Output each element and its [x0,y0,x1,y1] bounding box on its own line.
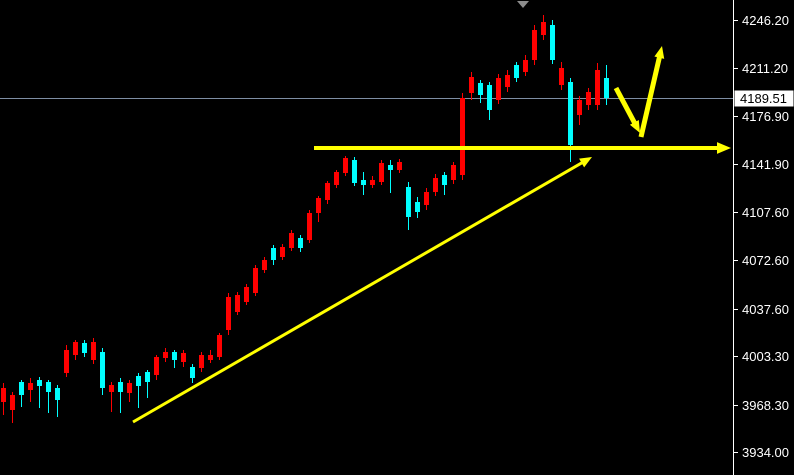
candle [406,182,411,230]
candle [226,293,231,335]
candle [352,157,357,186]
current-price-value: 4189.51 [740,91,787,106]
projection-arrow-up[interactable] [638,46,665,138]
candle [244,284,249,305]
price-axis-label: 4003.30 [742,349,789,364]
candle [433,174,438,196]
candle [145,370,150,398]
candle [1,383,6,415]
candle [208,350,213,363]
candle [478,80,483,103]
candle [469,72,474,100]
candle [280,244,285,260]
horizontal-resistance-arrow[interactable] [314,142,731,154]
candle [496,74,501,104]
price-axis-label: 4072.60 [742,253,789,268]
candle [73,340,78,360]
candle [487,82,492,120]
candle [298,235,303,252]
candle [343,156,348,176]
candle [154,355,159,380]
candle [559,62,564,90]
price-axis-label: 4211.20 [742,61,788,76]
price-axis-label: 4037.60 [742,302,789,317]
current-price-box: 4189.51 [734,90,794,107]
candle [289,230,294,251]
candle [379,160,384,185]
candle [361,172,366,195]
candle [127,380,132,402]
candle [505,70,510,92]
candle [118,378,123,413]
candle [451,162,456,184]
candle [10,392,15,423]
candle [37,377,42,408]
candle [163,348,168,362]
candle [64,345,69,377]
candle [199,352,204,372]
candle [19,380,24,407]
candle [550,20,555,64]
candle [316,196,321,222]
candle [397,159,402,173]
candle [595,63,600,110]
candle [55,385,60,417]
candle [532,25,537,65]
candle [523,55,528,76]
rising-trendline-arrow[interactable] [132,157,592,424]
candle [415,197,420,218]
candle [271,245,276,265]
candle [334,170,339,188]
price-axis-label: 3934.00 [742,445,789,460]
candle [307,210,312,243]
candle [172,350,177,368]
candle [217,333,222,360]
chart-shift-triangle-icon[interactable] [517,1,529,8]
candle [136,373,141,408]
candle [388,160,393,193]
price-axis-label: 3968.30 [742,398,789,413]
price-axis-label: 4141.90 [742,157,789,172]
price-axis-label: 4107.60 [742,205,789,220]
candle [586,88,591,110]
candle [82,340,87,357]
candle [235,292,240,315]
candle [460,93,465,180]
candle [91,338,96,364]
candle [100,348,105,395]
candle [442,172,447,195]
price-axis-label: 4246.20 [742,13,789,28]
candle [370,176,375,188]
pullback-arrow-down[interactable] [613,86,640,133]
candle [604,65,609,105]
candle [109,382,114,412]
price-axis-label: 4176.90 [742,109,789,124]
candle [514,62,519,82]
candle [253,265,258,296]
candle [28,378,33,402]
candle [190,364,195,383]
candle [325,181,330,204]
candle [46,380,51,413]
candle [424,188,429,210]
candle [541,15,546,40]
candle [577,96,582,125]
candle [181,350,186,367]
candle [262,257,267,273]
